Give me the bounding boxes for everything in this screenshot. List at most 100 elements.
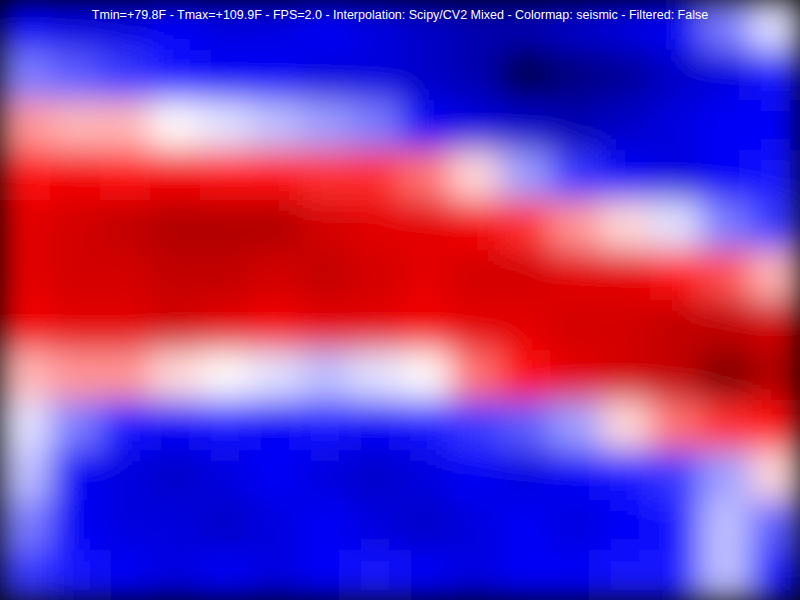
heat-cell: [200, 500, 251, 551]
heat-cell: [350, 500, 401, 551]
heat-cell: [550, 300, 601, 351]
heat-cell: [700, 500, 751, 551]
heat-cell: [250, 50, 301, 101]
heat-cell: [750, 400, 800, 451]
heat-cell: [400, 300, 451, 351]
heat-cell: [100, 400, 151, 451]
heat-cell: [100, 200, 151, 251]
heat-cell: [450, 450, 501, 501]
heat-cell: [0, 550, 51, 600]
heat-cell: [300, 100, 351, 151]
heat-cell: [150, 300, 201, 351]
title: Tmin=+79.8F - Tmax=+109.9F - FPS=2.0 - I…: [92, 8, 708, 22]
heat-cell: [600, 250, 651, 301]
heat-cell: [150, 200, 201, 251]
heat-cell: [300, 150, 351, 201]
heat-cell: [450, 550, 501, 600]
heat-cell: [450, 300, 501, 351]
heat-cell: [750, 450, 800, 501]
heat-cell: [200, 300, 251, 351]
heat-cell: [650, 150, 701, 201]
heat-cell: [650, 450, 701, 501]
heat-cell: [0, 400, 51, 451]
heat-cell: [300, 450, 351, 501]
heat-cell: [600, 500, 651, 551]
heat-cell: [700, 200, 751, 251]
heat-cell: [400, 400, 451, 451]
heat-cell: [450, 200, 501, 251]
heat-cell: [100, 150, 151, 201]
heat-cell: [400, 250, 451, 301]
heat-cell: [400, 150, 451, 201]
heat-cell: [300, 250, 351, 301]
heat-cell: [100, 350, 151, 401]
heat-cell: [250, 300, 301, 351]
heat-cell: [100, 100, 151, 151]
heat-cell: [700, 100, 751, 151]
heat-cell: [700, 300, 751, 351]
heat-cell: [50, 350, 101, 401]
heat-cell: [200, 200, 251, 251]
plot-area: [0, 0, 800, 600]
heat-cell: [50, 200, 101, 251]
heat-cell: [500, 100, 551, 151]
heat-cell: [100, 300, 151, 351]
heat-cell: [750, 350, 800, 401]
heat-cell: [650, 250, 701, 301]
heat-cell: [150, 400, 201, 451]
heat-cell: [200, 100, 251, 151]
heat-cell: [200, 250, 251, 301]
heat-cell: [600, 450, 651, 501]
heat-cell: [600, 200, 651, 251]
heat-cell: [0, 50, 51, 101]
heat-cell: [700, 50, 751, 101]
heat-cell: [650, 50, 701, 101]
heat-cell: [400, 100, 451, 151]
heat-cell: [450, 500, 501, 551]
heat-cell: [200, 450, 251, 501]
heat-cell: [400, 450, 451, 501]
heat-cell: [750, 150, 800, 201]
heat-cell: [150, 550, 201, 600]
heat-cell: [200, 400, 251, 451]
heat-cell: [550, 350, 601, 401]
heat-cell: [550, 50, 601, 101]
heat-cell: [50, 150, 101, 201]
heat-cell: [350, 150, 401, 201]
heat-cell: [50, 450, 101, 501]
heat-cell: [750, 300, 800, 351]
heat-cell: [50, 550, 101, 600]
heat-cell: [300, 350, 351, 401]
heat-cell: [500, 150, 551, 201]
heat-cell: [550, 400, 601, 451]
heat-cell: [500, 400, 551, 451]
heat-cell: [750, 550, 800, 600]
heat-cell: [750, 100, 800, 151]
heat-cell: [500, 350, 551, 401]
heat-cell: [500, 250, 551, 301]
heat-cell: [550, 500, 601, 551]
heat-cell: [0, 150, 51, 201]
heat-cell: [500, 450, 551, 501]
heat-cell: [200, 50, 251, 101]
heat-cell: [0, 250, 51, 301]
heat-cell: [50, 50, 101, 101]
heat-cell: [650, 200, 701, 251]
heat-cell: [200, 150, 251, 201]
heat-cell: [650, 400, 701, 451]
heat-cell: [600, 300, 651, 351]
heat-cell: [700, 550, 751, 600]
heat-cell: [400, 500, 451, 551]
heat-cell: [300, 300, 351, 351]
heat-cell: [250, 400, 301, 451]
heat-cell: [550, 200, 601, 251]
heat-cell: [400, 550, 451, 600]
heat-cell: [350, 300, 401, 351]
heat-cell: [700, 250, 751, 301]
heat-cell: [300, 550, 351, 600]
heat-cell: [550, 100, 601, 151]
heat-cell: [400, 50, 451, 101]
heat-cell: [600, 50, 651, 101]
heat-cell: [50, 100, 101, 151]
heat-cell: [550, 550, 601, 600]
